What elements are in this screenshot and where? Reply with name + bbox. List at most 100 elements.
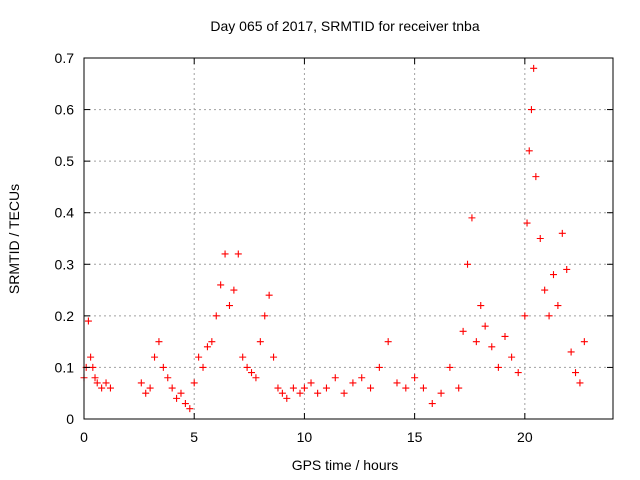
data-point xyxy=(477,302,485,310)
data-point xyxy=(527,106,535,114)
data-point xyxy=(261,312,269,320)
data-point xyxy=(331,374,339,382)
data-point xyxy=(173,394,181,402)
data-point xyxy=(274,384,282,392)
x-tick-label: 15 xyxy=(407,429,423,445)
y-tick-label: 0.3 xyxy=(55,256,75,272)
data-point xyxy=(554,302,562,310)
data-point xyxy=(93,379,101,387)
x-tick-label: 5 xyxy=(190,429,198,445)
x-axis-label: GPS time / hours xyxy=(292,457,399,473)
data-point xyxy=(199,363,207,371)
data-point xyxy=(411,374,419,382)
y-tick-label: 0.1 xyxy=(55,359,75,375)
data-point xyxy=(563,265,571,273)
data-point xyxy=(525,147,533,155)
data-point xyxy=(137,379,145,387)
y-axis-label: SRMTID / TECUs xyxy=(6,184,22,294)
data-point xyxy=(459,327,467,335)
data-point xyxy=(217,281,225,289)
data-point xyxy=(322,384,330,392)
data-point xyxy=(159,363,167,371)
data-point xyxy=(367,384,375,392)
data-point xyxy=(89,363,97,371)
data-point xyxy=(384,338,392,346)
data-point xyxy=(278,389,286,397)
data-point xyxy=(106,384,114,392)
data-point xyxy=(437,389,445,397)
data-point xyxy=(300,384,308,392)
data-point xyxy=(265,291,273,299)
ticks-layer: 0 5 10 15 20 0 0.1 0.2 0.3 0.4 0.5 0.6 0.7 xyxy=(55,50,613,445)
points-layer xyxy=(80,64,588,413)
data-point xyxy=(541,286,549,294)
data-point xyxy=(572,369,580,377)
data-point xyxy=(501,332,509,340)
data-point xyxy=(567,348,575,356)
y-tick-label: 0.5 xyxy=(55,153,75,169)
data-point xyxy=(256,338,264,346)
y-tick-label: 0 xyxy=(66,411,74,427)
chart-title: Day 065 of 2017, SRMTID for receiver tnb… xyxy=(210,18,479,34)
data-point xyxy=(225,302,233,310)
data-point xyxy=(514,369,522,377)
data-point xyxy=(87,353,95,361)
data-point xyxy=(455,384,463,392)
y-tick-label: 0.4 xyxy=(55,205,75,221)
x-tick-label: 10 xyxy=(297,429,313,445)
data-point xyxy=(186,405,194,413)
data-point xyxy=(84,317,92,325)
plot-frame xyxy=(83,57,614,420)
data-point xyxy=(494,363,502,371)
data-point xyxy=(243,363,251,371)
data-point xyxy=(296,389,304,397)
y-tick-label: 0.2 xyxy=(55,308,75,324)
data-point xyxy=(221,250,229,258)
data-point xyxy=(195,353,203,361)
data-point xyxy=(248,369,256,377)
data-point xyxy=(252,374,260,382)
data-point xyxy=(549,271,557,279)
data-point xyxy=(164,374,172,382)
x-tick-label: 0 xyxy=(80,429,88,445)
data-point xyxy=(488,343,496,351)
data-point xyxy=(530,64,538,72)
data-point xyxy=(203,343,211,351)
data-point xyxy=(190,379,198,387)
data-point xyxy=(239,353,247,361)
data-point xyxy=(270,353,278,361)
data-point xyxy=(340,389,348,397)
data-point xyxy=(464,260,472,268)
data-point xyxy=(508,353,516,361)
data-point xyxy=(532,173,540,181)
data-point xyxy=(314,389,322,397)
data-point xyxy=(168,384,176,392)
data-point xyxy=(283,394,291,402)
data-point xyxy=(358,374,366,382)
data-point xyxy=(402,384,410,392)
data-point xyxy=(102,379,110,387)
data-point xyxy=(234,250,242,258)
data-point xyxy=(151,353,159,361)
data-point xyxy=(521,312,529,320)
data-point xyxy=(181,400,189,408)
data-point xyxy=(393,379,401,387)
data-point xyxy=(230,286,238,294)
data-point xyxy=(523,219,531,227)
data-point xyxy=(428,400,436,408)
data-point xyxy=(307,379,315,387)
data-point xyxy=(536,235,544,242)
data-point xyxy=(91,374,99,382)
data-point xyxy=(419,384,427,392)
data-point xyxy=(177,389,185,397)
data-point xyxy=(208,338,216,346)
x-tick-label: 20 xyxy=(517,429,533,445)
data-point xyxy=(481,322,489,330)
data-point xyxy=(580,338,588,346)
y-tick-label: 0.6 xyxy=(55,102,75,118)
data-point xyxy=(375,363,383,371)
data-point xyxy=(545,312,553,320)
data-point xyxy=(472,338,480,346)
